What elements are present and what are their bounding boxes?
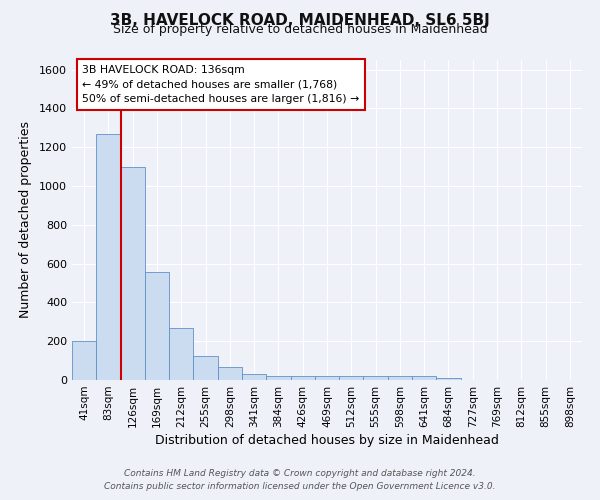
Text: 3B HAVELOCK ROAD: 136sqm
← 49% of detached houses are smaller (1,768)
50% of sem: 3B HAVELOCK ROAD: 136sqm ← 49% of detach…	[82, 65, 359, 104]
Bar	[72, 341, 96, 380]
Bar	[96, 134, 121, 380]
Bar	[364, 376, 388, 380]
Y-axis label: Number of detached properties: Number of detached properties	[19, 122, 32, 318]
Text: 3B, HAVELOCK ROAD, MAIDENHEAD, SL6 5BJ: 3B, HAVELOCK ROAD, MAIDENHEAD, SL6 5BJ	[110, 12, 490, 28]
Bar	[193, 356, 218, 380]
Bar	[412, 376, 436, 380]
Bar	[290, 376, 315, 380]
Bar	[339, 376, 364, 380]
Text: Contains HM Land Registry data © Crown copyright and database right 2024.
Contai: Contains HM Land Registry data © Crown c…	[104, 470, 496, 491]
Bar	[169, 328, 193, 380]
Bar	[121, 166, 145, 380]
X-axis label: Distribution of detached houses by size in Maidenhead: Distribution of detached houses by size …	[155, 434, 499, 447]
Bar	[218, 368, 242, 380]
Text: Size of property relative to detached houses in Maidenhead: Size of property relative to detached ho…	[113, 22, 487, 36]
Bar	[315, 376, 339, 380]
Bar	[145, 272, 169, 380]
Bar	[242, 374, 266, 380]
Bar	[266, 376, 290, 380]
Bar	[388, 376, 412, 380]
Bar	[436, 378, 461, 380]
